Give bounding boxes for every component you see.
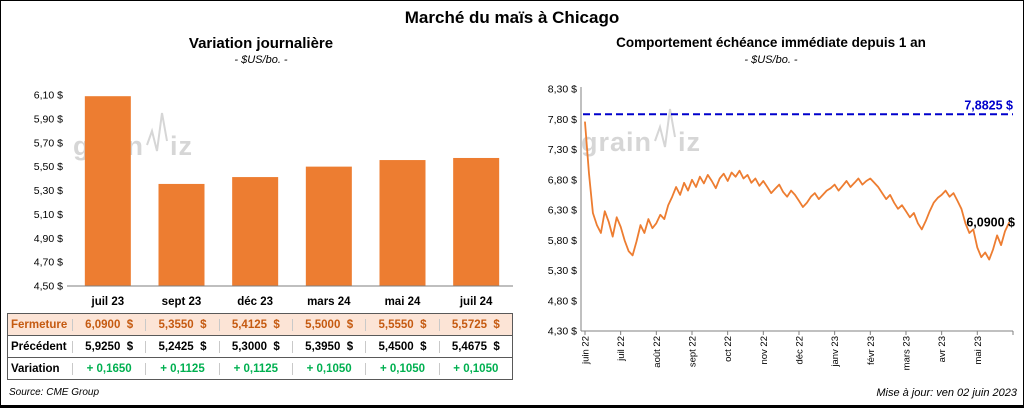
price-table: Fermeture 6,0900 $5,3550 $5,4125 $5,5000 … <box>7 313 513 380</box>
bar-mars-24 <box>305 166 352 286</box>
x-tick-label: sept 22 <box>687 336 698 367</box>
bar-mai-24 <box>379 160 426 286</box>
category-label: sept 23 <box>161 296 202 308</box>
x-tick-label: mars 23 <box>901 336 912 370</box>
table-cell: 5,3950 $ <box>292 340 365 353</box>
table-cell: + 0,1125 <box>145 362 218 375</box>
row-label: Variation <box>11 362 60 375</box>
bar-chart-subtitle: - $US/bo. - <box>234 54 288 66</box>
y-tick-label: 5,30 $ <box>548 265 577 277</box>
bar-sept-23 <box>158 183 205 286</box>
x-tick-label: janv 23 <box>830 336 841 368</box>
y-tick-label: 6,30 $ <box>548 205 577 217</box>
daily-variation-panel: Variation journalière - $US/bo. - grain … <box>7 35 515 403</box>
x-tick-label: févr 23 <box>866 336 877 365</box>
table-cell: + 0,1050 <box>365 362 438 375</box>
table-cell: + 0,1125 <box>218 362 292 375</box>
y-tick-label: 4,50 $ <box>34 281 63 293</box>
x-tick-label: avr 23 <box>937 336 948 362</box>
source-note: Source: CME Group <box>9 387 100 398</box>
bar-chart: 4,50 $ 4,70 $ 4,90 $ 5,10 $ 5,30 $ 5,50 $ 5,70… <box>34 90 513 293</box>
table-cell: 5,4500 $ <box>365 340 438 353</box>
page-title: Marché du maïs à Chicago <box>404 8 620 27</box>
table-cell: 5,4675 $ <box>438 340 512 353</box>
table-cell: + 0,1050 <box>438 362 512 375</box>
bar-juil-24 <box>453 157 500 286</box>
y-tick-label: 8,30 $ <box>548 84 577 96</box>
x-tick-label: juil 22 <box>616 336 627 362</box>
table-row-precedent: Précédent 5,9250 $5,2425 $5,3000 $5,3950 … <box>8 336 512 358</box>
category-label: mars 24 <box>307 296 351 308</box>
line-chart: 4,30 $ 4,80 $ 5,30 $ 5,80 $ 6,30 $ 6,80 $ 7,30… <box>548 84 1015 371</box>
x-tick-label: mai 23 <box>973 336 984 365</box>
table-cell: 5,2425 $ <box>145 340 218 353</box>
table-cell: 5,5000 $ <box>292 318 365 331</box>
y-tick-label: 7,80 $ <box>548 114 577 126</box>
category-label: mai 24 <box>384 296 421 308</box>
y-tick-label: 5,70 $ <box>34 137 63 149</box>
x-tick-label: nov 22 <box>759 336 770 365</box>
y-tick-label: 6,10 $ <box>34 90 63 102</box>
bar-juil-23 <box>84 96 131 286</box>
y-tick-label: 7,30 $ <box>548 144 577 156</box>
table-cell: + 0,1650 <box>72 362 145 375</box>
x-tick-label: août 22 <box>652 336 663 368</box>
y-tick-label: 4,70 $ <box>34 257 63 269</box>
y-tick-label: 5,80 $ <box>548 235 577 247</box>
update-date: Mise à jour: ven 02 juin 2023 <box>876 387 1017 399</box>
table-cell: 5,5550 $ <box>365 318 438 331</box>
table-row-fermeture: Fermeture 6,0900 $5,3550 $5,4125 $5,5000 … <box>8 314 512 336</box>
y-tick-label: 6,80 $ <box>548 174 577 186</box>
x-tick-label: déc 22 <box>794 336 805 365</box>
category-label: déc 23 <box>237 296 274 308</box>
y-tick-label: 4,80 $ <box>548 295 577 307</box>
line-chart-subtitle: - $US/bo. - <box>744 54 798 66</box>
x-tick-label: juin 22 <box>581 336 592 365</box>
last-value-label: 6,0900 $ <box>966 216 1015 230</box>
table-cell: 6,0900 $ <box>72 318 145 331</box>
bar-déc-23 <box>232 177 279 286</box>
y-tick-label: 5,50 $ <box>34 161 63 173</box>
row-label: Fermeture <box>11 318 68 331</box>
table-cell: 5,3000 $ <box>218 340 292 353</box>
y-tick-label: 5,10 $ <box>34 209 63 221</box>
table-cell: + 0,1050 <box>292 362 365 375</box>
table-cell: 5,4125 $ <box>218 318 292 331</box>
category-label: juil 23 <box>91 296 125 308</box>
x-tick-label: oct 22 <box>723 336 734 362</box>
table-cell: 5,9250 $ <box>72 340 145 353</box>
y-tick-label: 5,90 $ <box>34 113 63 125</box>
table-row-variation: Variation + 0,1650 + 0,1125 + 0,1125 + 0,105… <box>8 358 512 380</box>
y-tick-label: 4,30 $ <box>548 326 577 338</box>
category-label: juil 24 <box>459 296 493 308</box>
bar-chart-title: Variation journalière <box>188 35 334 52</box>
row-label: Précédent <box>11 340 67 353</box>
y-tick-label: 4,90 $ <box>34 233 63 245</box>
price-line <box>584 121 1010 261</box>
line-chart-title: Comportement échéance immédiate depuis 1… <box>616 35 926 50</box>
y-tick-label: 5,30 $ <box>34 185 63 197</box>
front-month-panel: Comportement échéance immédiate depuis 1… <box>523 35 1019 403</box>
bar-category-labels: juil 23 sept 23 déc 23 mars 24 mai 24 juil 24 <box>7 293 513 311</box>
contract-high-label: 7,8825 $ <box>964 98 1013 112</box>
table-cell: 5,3550 $ <box>145 318 218 331</box>
table-cell: 5,5725 $ <box>438 318 512 331</box>
